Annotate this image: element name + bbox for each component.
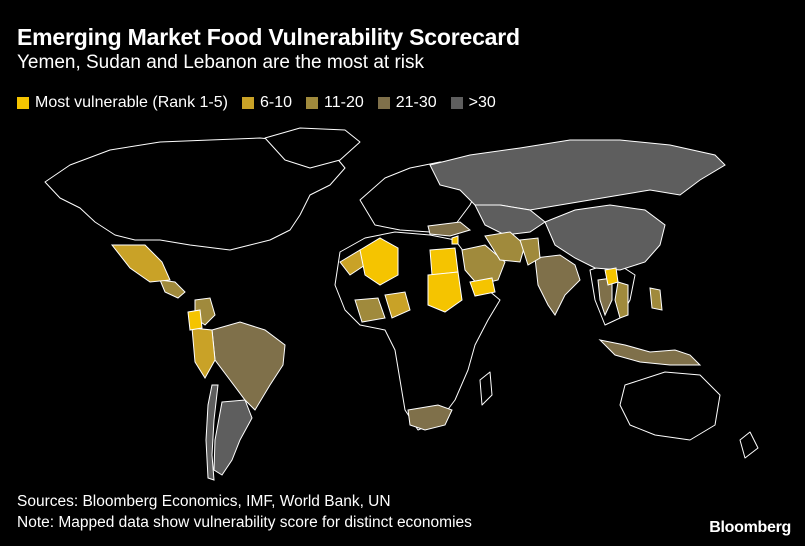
region-pakistan	[519, 237, 541, 266]
region-peru	[191, 327, 216, 379]
region-mexico	[110, 244, 171, 283]
greenland	[264, 127, 361, 169]
world-map	[44, 127, 759, 481]
region-lebanon	[451, 235, 459, 245]
legend-label: >30	[468, 94, 496, 111]
region-nigeria	[384, 291, 411, 319]
new-zealand	[739, 431, 759, 459]
region-ecuador	[187, 309, 203, 331]
chart-subtitle: Yemen, Sudan and Lebanon are the most at…	[17, 52, 425, 73]
region-turkey	[427, 221, 472, 237]
region-laos	[604, 267, 619, 286]
legend-label: 11-20	[324, 94, 364, 111]
madagascar	[479, 371, 493, 406]
region-south-africa	[407, 404, 453, 431]
region-yemen	[469, 277, 496, 297]
region-philippines	[649, 287, 663, 311]
north-america	[44, 137, 346, 251]
region-ghana	[354, 297, 386, 323]
region-iran	[484, 231, 526, 263]
legend-item-rank-6-10: 6-10	[241, 94, 292, 112]
bloomberg-logo: Bloomberg	[709, 519, 791, 536]
legend-item-rank-1-5: Most vulnerable (Rank 1-5)	[17, 94, 228, 112]
region-central-america	[159, 279, 186, 299]
chart-title: Emerging Market Food Vulnerability Score…	[17, 24, 520, 50]
legend-swatch	[17, 97, 29, 109]
data-note: Note: Mapped data show vulnerability sco…	[17, 514, 472, 531]
region-india	[534, 254, 581, 316]
region-saudi-arabia	[461, 244, 506, 286]
sources-note: Sources: Bloomberg Economics, IMF, World…	[17, 493, 391, 510]
region-vietnam	[614, 281, 629, 319]
region-china	[544, 204, 666, 271]
legend-item-rank-21-30: 21-30	[377, 94, 437, 112]
region-chile	[205, 384, 219, 481]
legend-swatch	[306, 97, 318, 109]
region-argentina	[213, 399, 253, 476]
legend-label: Most vulnerable (Rank 1-5)	[35, 94, 228, 111]
region-algeria	[359, 237, 399, 286]
legend-swatch	[377, 97, 390, 109]
region-egypt	[429, 247, 459, 276]
legend: Most vulnerable (Rank 1-5) 6-10 11-20 21…	[17, 94, 510, 112]
legend-label: 21-30	[395, 94, 437, 111]
legend-item-rank-11-20: 11-20	[306, 94, 364, 112]
australia	[619, 371, 721, 441]
legend-item-rank-over-30: >30	[450, 94, 496, 112]
region-russia	[429, 139, 726, 211]
legend-label: 6-10	[259, 94, 292, 111]
region-brazil	[211, 321, 286, 411]
legend-swatch	[241, 97, 254, 109]
region-sudan	[427, 271, 463, 313]
region-kazakhstan	[474, 204, 546, 236]
region-indonesia	[598, 339, 702, 366]
legend-swatch	[450, 97, 463, 109]
